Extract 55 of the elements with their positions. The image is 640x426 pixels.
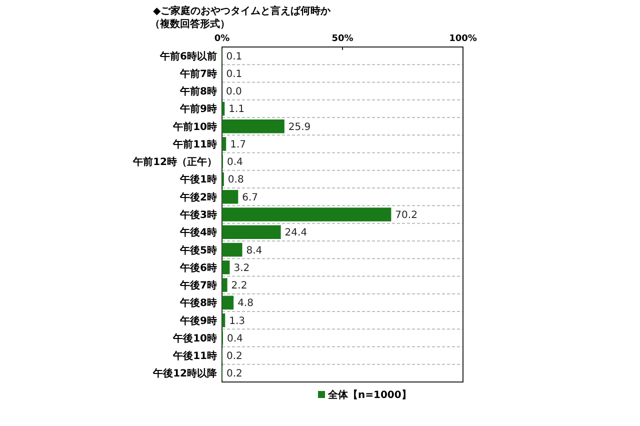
data-label: 0.2 [226,351,242,362]
y-tick-label: 午前10時 [172,120,217,133]
y-tick-label: 午後8時 [179,297,217,310]
bar [222,225,281,240]
data-label: 6.7 [242,192,258,204]
bar [222,278,228,292]
chart-subtitle: （複数回答形式） [150,18,230,30]
y-tick-label: 午後7時 [179,280,217,292]
bar [222,137,226,151]
x-tick-label: 100% [449,34,477,44]
data-label: 0.1 [226,51,242,62]
data-label: 0.2 [226,368,242,380]
data-label: 0.4 [226,157,243,168]
bar [222,102,225,116]
y-tick-label: 午前7時 [179,68,217,80]
data-label: 0.1 [226,68,242,80]
chart-title: ◆ご家庭のおやつタイムと言えば何時か [153,5,332,17]
y-tick-label: 午後9時 [179,314,217,327]
y-tick-label: 午前6時以前 [159,50,217,62]
y-tick-label: 午後1時 [179,174,217,186]
data-label: 2.2 [231,280,248,292]
bar [222,296,234,310]
bar [222,119,284,134]
data-label: 0.4 [226,333,243,344]
x-tick-label: 50% [332,34,354,44]
y-tick-label: 午後10時 [172,332,217,344]
bar [222,190,238,204]
legend-label: 全体【n=1000】 [327,389,412,401]
y-tick-label: 午前12時（正午） [132,156,217,168]
data-label: 1.3 [229,316,246,327]
y-tick-label: 午前8時 [179,86,217,98]
y-tick-label: 午後11時 [172,350,217,362]
bar [222,313,226,328]
y-tick-label: 午後6時 [179,262,217,274]
data-label: 70.2 [395,210,418,221]
y-tick-label: 午前9時 [179,103,217,116]
y-tick-label: 午後12時以降 [152,368,218,380]
data-label: 25.9 [288,122,311,133]
bar [222,260,230,274]
data-label: 4.8 [238,298,254,310]
data-label: 0.0 [226,86,242,98]
y-tick-label: 午後3時 [179,209,217,221]
data-label: 24.4 [284,228,308,239]
bar [222,242,242,257]
y-tick-label: 午後2時 [179,191,217,204]
data-label: 0.8 [228,174,244,186]
x-tick-label: 0% [214,34,230,44]
y-tick-label: 午後4時 [179,226,217,239]
y-tick-label: 午前11時 [172,138,217,150]
data-label: 3.2 [234,262,250,274]
y-tick-label: 午後5時 [179,244,217,256]
data-label: 1.1 [228,104,245,116]
data-label: 8.4 [246,245,262,256]
data-label: 1.7 [230,139,246,150]
bar [222,208,392,222]
